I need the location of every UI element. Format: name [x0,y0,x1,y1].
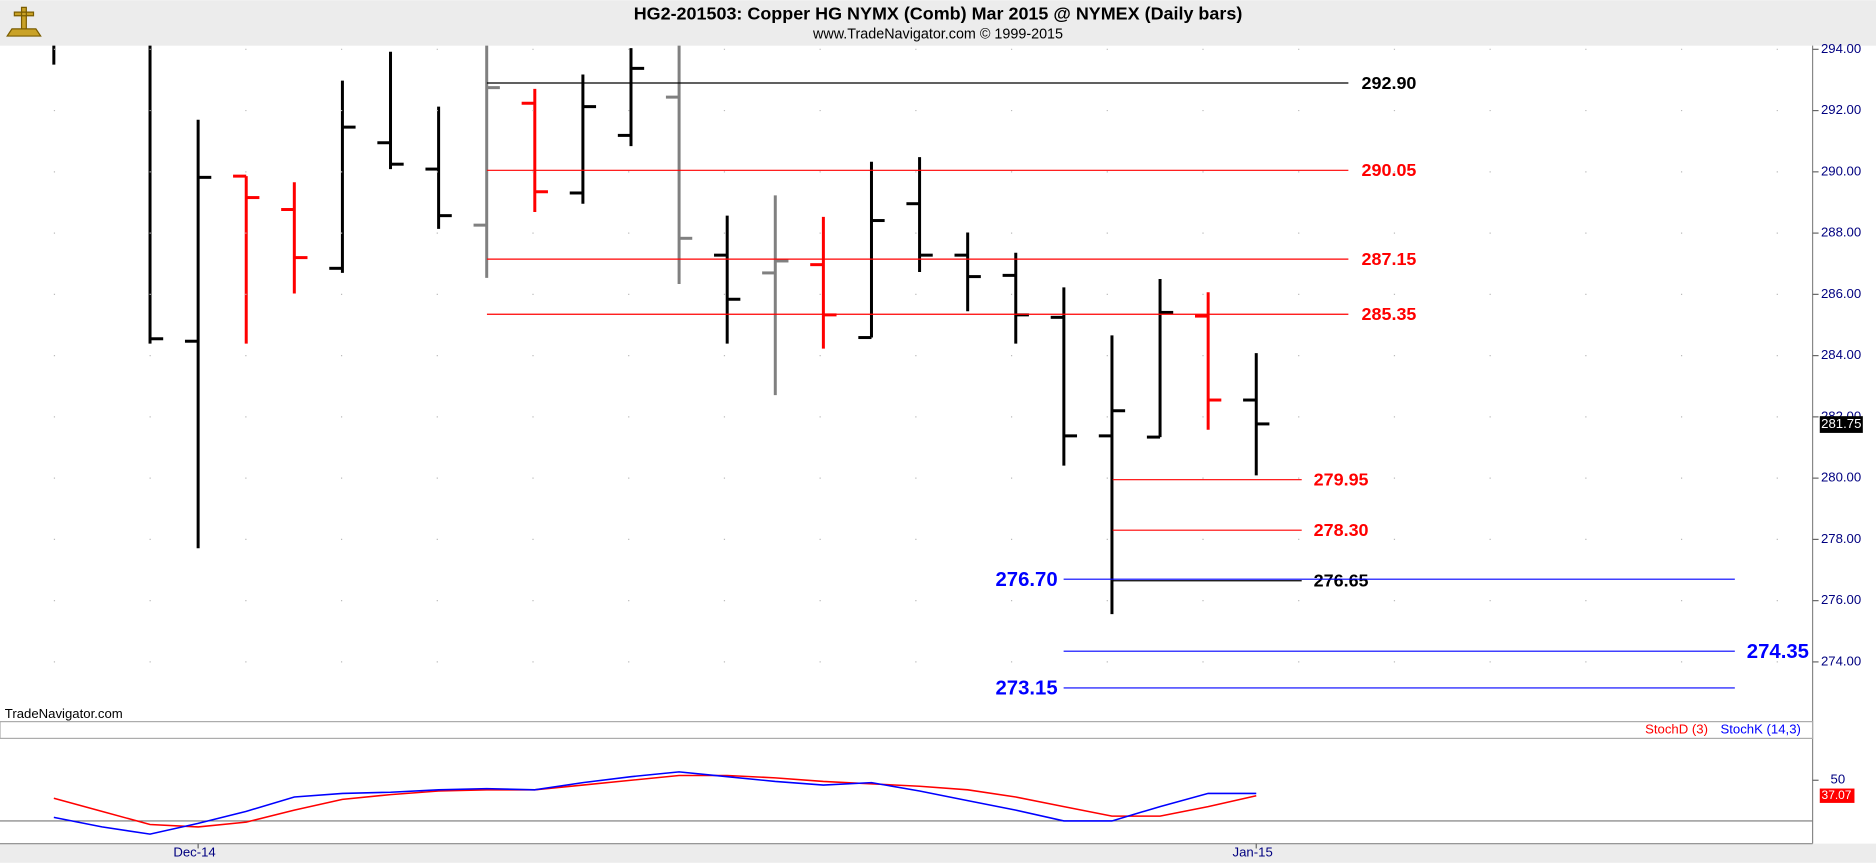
watermark: TradeNavigator.com [5,706,123,721]
last-price-label: 281.75 [1821,416,1861,431]
level-label: 276.70 [995,569,1057,591]
level-label: 279.95 [1314,470,1369,490]
y-tick-label: 290.00 [1821,163,1861,178]
y-tick-label: 278.00 [1821,531,1861,546]
y-tick-label: 292.00 [1821,102,1861,117]
y-tick-label: 294.00 [1821,41,1861,56]
level-label: 285.35 [1362,304,1417,324]
y-tick-label: 280.00 [1821,470,1861,485]
y-tick-label: 288.00 [1821,225,1861,240]
y-tick-label: 274.00 [1821,653,1861,668]
stoch-line [53,771,1257,835]
level-label: 278.30 [1314,520,1369,540]
x-tick-label: Jan-15 [1233,845,1273,860]
y-tick-label: 50 [1831,772,1846,787]
level-label: 287.15 [1362,249,1417,269]
panel-separator [0,721,1814,739]
legend-entry: StochK (14,3) [1720,721,1800,736]
x-axis-strip [0,843,1876,863]
chart-subtitle: www.TradeNavigator.com © 1999-2015 [812,27,1063,43]
y-tick-label: 276.00 [1821,592,1861,607]
chart-title: HG2-201503: Copper HG NYMX (Comb) Mar 20… [634,3,1243,23]
level-label: 274.35 [1747,641,1809,663]
last-price-tag [1819,416,1863,433]
title-bar [0,0,1876,46]
last-value-tag [1819,788,1855,803]
stoch-line [53,774,1257,828]
y-tick-label: 286.00 [1821,286,1861,301]
level-label: 273.15 [995,678,1057,700]
logo [6,6,42,37]
level-label: 276.65 [1314,571,1369,591]
y-tick-label: 284.00 [1821,347,1861,362]
price-plot [52,45,1270,615]
last-value-label: 37.07 [1822,788,1852,802]
x-tick-label: Dec-14 [173,845,215,860]
legend-entry: StochD (3) [1645,721,1708,736]
level-label: 290.05 [1362,160,1417,180]
level-label: 292.90 [1362,73,1417,93]
